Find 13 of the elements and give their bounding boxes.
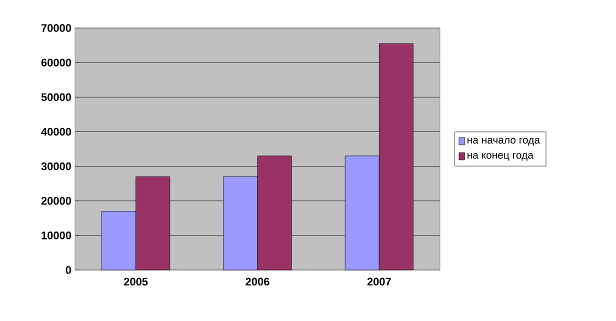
x-tick-label: 2005	[124, 278, 148, 286]
y-tick-label: 60000	[41, 58, 72, 66]
x-tick-label: 2007	[367, 278, 391, 286]
y-tick-label: 50000	[41, 93, 72, 102]
y-tick-label: 20000	[41, 196, 72, 205]
legend-label: на начало года	[468, 138, 540, 146]
x-tick-label: 2006	[246, 278, 270, 286]
y-tick-label: 30000	[41, 162, 72, 170]
legend-label: на конец года	[468, 152, 534, 161]
y-tick-label: 40000	[41, 128, 72, 136]
y-tick-label: 10000	[42, 232, 72, 240]
y-tick-label: 70000	[41, 24, 72, 32]
y-tick-label: 0	[66, 266, 72, 274]
